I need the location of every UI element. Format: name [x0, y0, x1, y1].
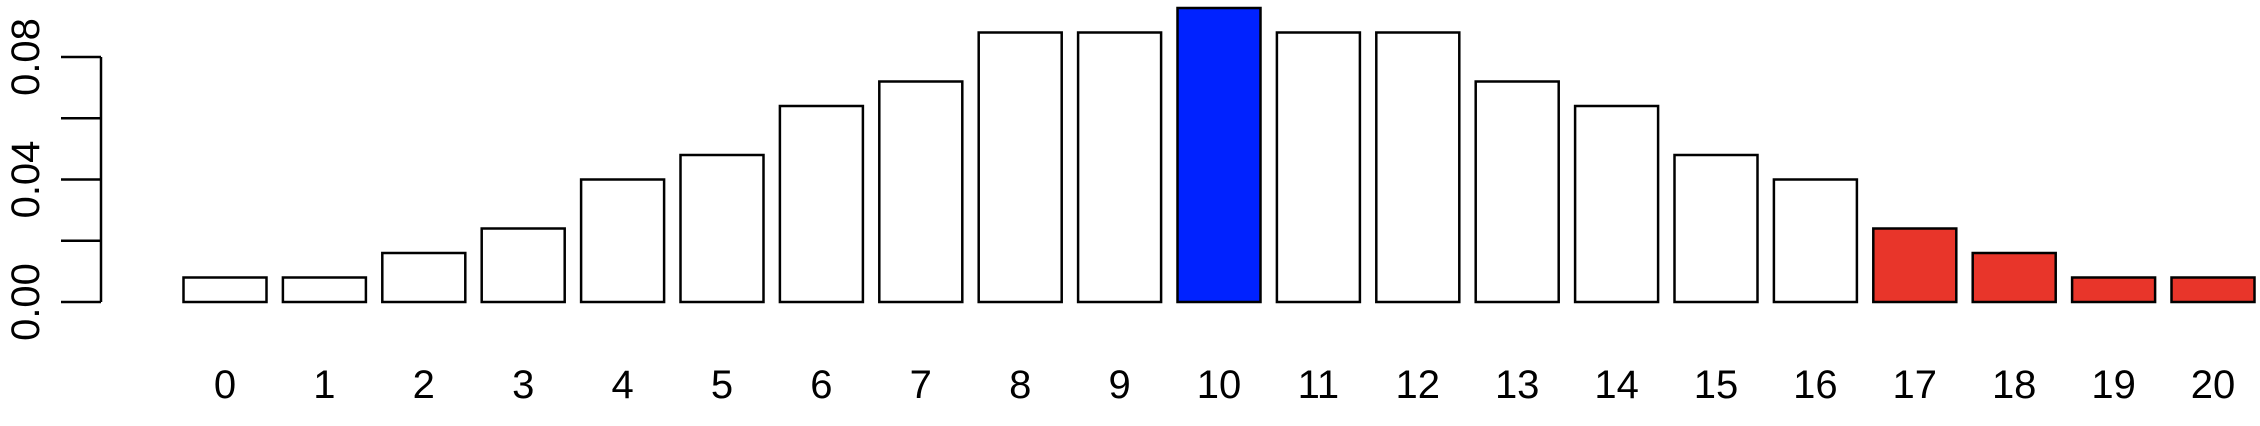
bar-8 — [977, 31, 1063, 304]
x-tick-label: 18 — [1992, 363, 2037, 407]
x-tick-label: 8 — [1009, 363, 1031, 407]
bar-4 — [579, 178, 666, 304]
bars — [182, 6, 2256, 304]
x-tick-label: 17 — [1893, 363, 1938, 407]
x-tick-label: 10 — [1197, 363, 1242, 407]
bar-13 — [1474, 80, 1560, 304]
bar-7 — [878, 80, 964, 304]
x-tick-label: 14 — [1594, 363, 1639, 407]
bar-18 — [1971, 251, 2057, 304]
bar-5 — [679, 153, 765, 304]
x-tick-label: 5 — [711, 363, 733, 407]
x-tick-label: 15 — [1694, 363, 1739, 407]
x-tick-label: 13 — [1495, 363, 1540, 407]
x-tick-label: 1 — [313, 363, 335, 407]
x-tick-label: 19 — [2091, 363, 2136, 407]
bar-19 — [2070, 276, 2157, 304]
x-tick-labels: 0 1 2 3 4 5 6 7 8 9 10 11 12 13 14 15 16 17 18 19 20 — [214, 363, 2235, 407]
x-tick-label: 3 — [512, 363, 534, 407]
bar-20 — [2170, 276, 2256, 304]
bar-6 — [778, 104, 865, 304]
x-tick-label: 16 — [1793, 363, 1838, 407]
x-tick-label: 7 — [910, 363, 932, 407]
bar-2 — [381, 251, 467, 304]
bar-16 — [1772, 178, 1859, 304]
y-tick-label: 0.00 — [4, 263, 48, 341]
x-tick-label: 4 — [611, 363, 633, 407]
bar-3 — [480, 227, 566, 304]
x-tick-label: 11 — [1298, 363, 1340, 407]
x-tick-label: 6 — [810, 363, 832, 407]
bar-11 — [1275, 31, 1362, 304]
bar-0 — [182, 276, 268, 304]
bar-17 — [1872, 227, 1958, 304]
x-tick-label: 2 — [413, 363, 435, 407]
bar-12 — [1375, 31, 1461, 304]
bar-9 — [1076, 31, 1163, 304]
bar-14 — [1573, 104, 1660, 304]
bar-10 — [1176, 6, 1262, 304]
x-tick-label: 12 — [1396, 363, 1441, 407]
x-tick-label: 20 — [2191, 363, 2236, 407]
y-tick-label: 0.08 — [4, 18, 48, 96]
x-tick-label: 0 — [214, 363, 236, 407]
y-axis: 0.00 0.04 0.08 — [4, 18, 103, 341]
bar-15 — [1673, 153, 1759, 304]
x-tick-label: 9 — [1108, 363, 1130, 407]
bar-1 — [281, 276, 368, 304]
y-tick-label: 0.04 — [4, 141, 48, 219]
